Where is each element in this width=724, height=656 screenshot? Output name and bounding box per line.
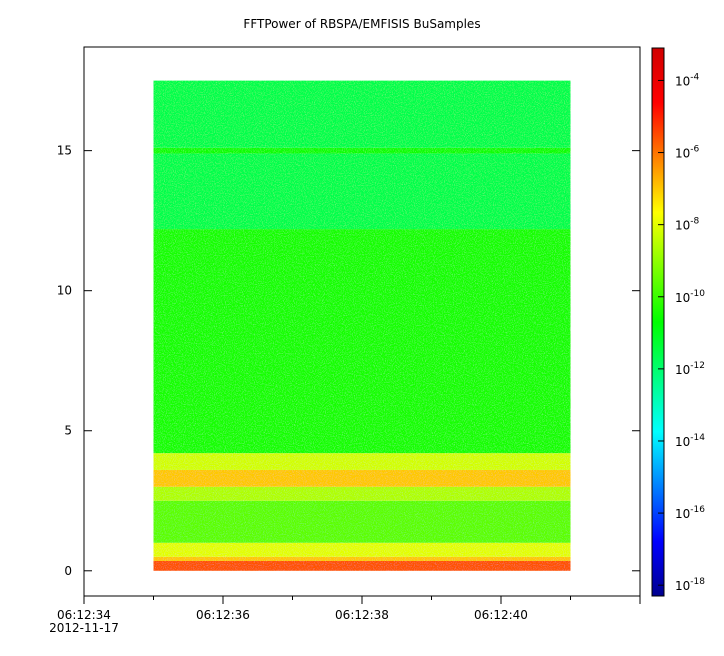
spectrogram-band xyxy=(153,80,571,148)
spectrogram-band xyxy=(153,469,571,487)
colorbar-labels: 10-4 10-6 10-8 10-10 10-12 10-14 10-16 10-18 xyxy=(658,72,705,593)
spectrogram-band xyxy=(153,560,571,571)
spectrogram-band xyxy=(153,542,571,557)
x-tick-label: 06:12:34 xyxy=(57,608,111,622)
spectrogram-band xyxy=(153,500,571,543)
x-tick-date-label: 2012-11-17 xyxy=(49,621,119,635)
colorbar-label: 10-4 xyxy=(675,72,700,88)
spectrogram-band xyxy=(153,229,571,454)
y-tick-label: 15 xyxy=(57,144,72,158)
colorbar-label: 10-12 xyxy=(675,361,705,377)
x-tick-label: 06:12:40 xyxy=(474,608,528,622)
spectrogram-band xyxy=(153,153,571,230)
spectrogram-band xyxy=(153,453,571,470)
spectrogram-band xyxy=(153,147,571,154)
colorbar-label: 10-18 xyxy=(675,577,705,593)
spectrogram-bands xyxy=(153,80,571,571)
colorbar-label: 10-10 xyxy=(675,289,705,305)
y-tick-label: 0 xyxy=(64,564,72,578)
y-tick-label: 5 xyxy=(64,424,72,438)
chart-title: FFTPower of RBSPA/EMFISIS BuSamples xyxy=(243,17,481,31)
colorbar xyxy=(651,47,665,597)
spectrogram-band xyxy=(153,556,571,561)
x-tick-label: 06:12:36 xyxy=(196,608,250,622)
spectrogram-band xyxy=(153,486,571,501)
colorbar-label: 10-14 xyxy=(675,433,705,449)
y-tick-label: 10 xyxy=(57,284,72,298)
y-axis: 0 5 10 15 xyxy=(57,144,640,578)
x-tick-label: 06:12:38 xyxy=(335,608,389,622)
colorbar-label: 10-16 xyxy=(675,505,705,521)
colorbar-label: 10-8 xyxy=(675,217,700,233)
colorbar-label: 10-6 xyxy=(675,145,700,161)
